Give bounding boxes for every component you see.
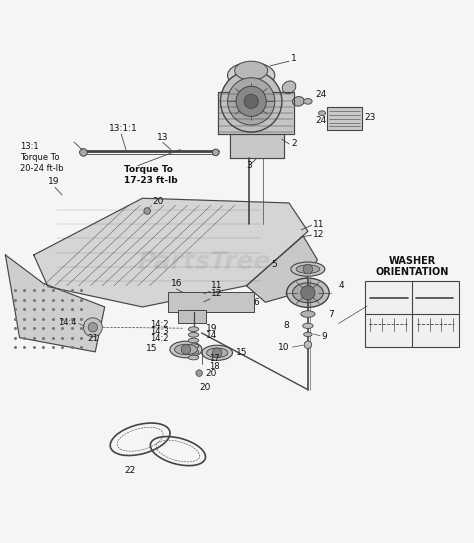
Ellipse shape — [202, 345, 233, 361]
Text: 23: 23 — [365, 113, 376, 122]
Ellipse shape — [303, 323, 313, 329]
Text: 11: 11 — [211, 281, 222, 291]
Ellipse shape — [304, 332, 312, 337]
Ellipse shape — [319, 111, 326, 116]
Circle shape — [144, 207, 151, 214]
Ellipse shape — [291, 262, 325, 276]
Circle shape — [244, 94, 258, 109]
Polygon shape — [230, 135, 284, 158]
Circle shape — [304, 341, 312, 349]
Ellipse shape — [170, 341, 202, 358]
Ellipse shape — [174, 344, 197, 355]
Bar — [327, 107, 362, 130]
Text: Torque To
17-23 ft-lb: Torque To 17-23 ft-lb — [124, 165, 177, 185]
Circle shape — [220, 71, 282, 132]
Ellipse shape — [188, 350, 199, 354]
Circle shape — [236, 86, 266, 117]
Bar — [168, 292, 254, 312]
Bar — [365, 281, 459, 347]
Circle shape — [196, 370, 202, 376]
Circle shape — [88, 323, 98, 332]
Ellipse shape — [282, 81, 296, 93]
Text: 6: 6 — [254, 298, 259, 307]
Ellipse shape — [207, 348, 228, 357]
Circle shape — [303, 264, 313, 274]
Ellipse shape — [296, 265, 319, 273]
Circle shape — [228, 78, 275, 125]
Text: WASHER
ORIENTATION: WASHER ORIENTATION — [375, 256, 448, 277]
Text: 14:3: 14:3 — [150, 327, 168, 336]
Ellipse shape — [292, 283, 323, 302]
Text: 17: 17 — [209, 355, 219, 363]
Ellipse shape — [235, 61, 268, 80]
Ellipse shape — [188, 338, 199, 343]
Text: 24: 24 — [315, 90, 326, 99]
Circle shape — [83, 318, 102, 337]
Ellipse shape — [188, 332, 199, 337]
Text: PartsTree: PartsTree — [137, 250, 271, 274]
Text: 13:1:1: 13:1:1 — [109, 124, 138, 133]
Ellipse shape — [188, 355, 199, 360]
Polygon shape — [5, 255, 105, 352]
Text: 2: 2 — [292, 140, 297, 148]
Text: 13:1
Torque To
20-24 ft-lb: 13:1 Torque To 20-24 ft-lb — [19, 142, 63, 173]
Ellipse shape — [301, 311, 315, 317]
Polygon shape — [34, 198, 308, 307]
Text: 24: 24 — [315, 116, 326, 125]
Text: 15: 15 — [236, 348, 247, 357]
Text: 7: 7 — [328, 310, 334, 319]
Text: 14:2: 14:2 — [150, 320, 168, 329]
Text: ™: ™ — [294, 262, 303, 272]
Text: 4: 4 — [338, 281, 344, 290]
Circle shape — [301, 286, 315, 300]
Text: 3: 3 — [246, 161, 252, 169]
Text: 20: 20 — [205, 369, 216, 377]
Text: 5: 5 — [272, 260, 277, 269]
Ellipse shape — [292, 97, 304, 106]
Text: 19: 19 — [206, 324, 218, 333]
Text: 21: 21 — [87, 334, 99, 343]
Text: 20: 20 — [199, 383, 210, 392]
Circle shape — [212, 149, 219, 156]
Text: 14: 14 — [206, 331, 218, 340]
Text: 14:2: 14:2 — [150, 334, 168, 343]
Text: 8: 8 — [283, 321, 289, 330]
Text: 16: 16 — [171, 279, 182, 288]
Polygon shape — [218, 92, 294, 135]
Text: 1: 1 — [292, 54, 297, 64]
Ellipse shape — [287, 278, 329, 307]
Ellipse shape — [188, 327, 199, 332]
Bar — [178, 310, 206, 323]
Text: 15: 15 — [146, 344, 157, 352]
Circle shape — [181, 345, 191, 354]
Text: 12: 12 — [211, 289, 222, 299]
Polygon shape — [246, 236, 318, 302]
Text: 11: 11 — [313, 220, 324, 229]
Text: 12: 12 — [313, 230, 324, 239]
Text: 9: 9 — [321, 332, 327, 341]
Circle shape — [212, 348, 222, 357]
Ellipse shape — [188, 344, 199, 349]
Text: 10: 10 — [278, 343, 290, 352]
Text: 13: 13 — [156, 132, 168, 142]
Ellipse shape — [228, 62, 275, 89]
Text: 19: 19 — [48, 178, 59, 186]
Ellipse shape — [304, 98, 312, 104]
Text: 14:4: 14:4 — [58, 318, 76, 327]
Text: 22: 22 — [125, 466, 136, 475]
Text: 20: 20 — [152, 197, 164, 206]
Text: 18: 18 — [209, 363, 219, 371]
Circle shape — [80, 149, 87, 156]
